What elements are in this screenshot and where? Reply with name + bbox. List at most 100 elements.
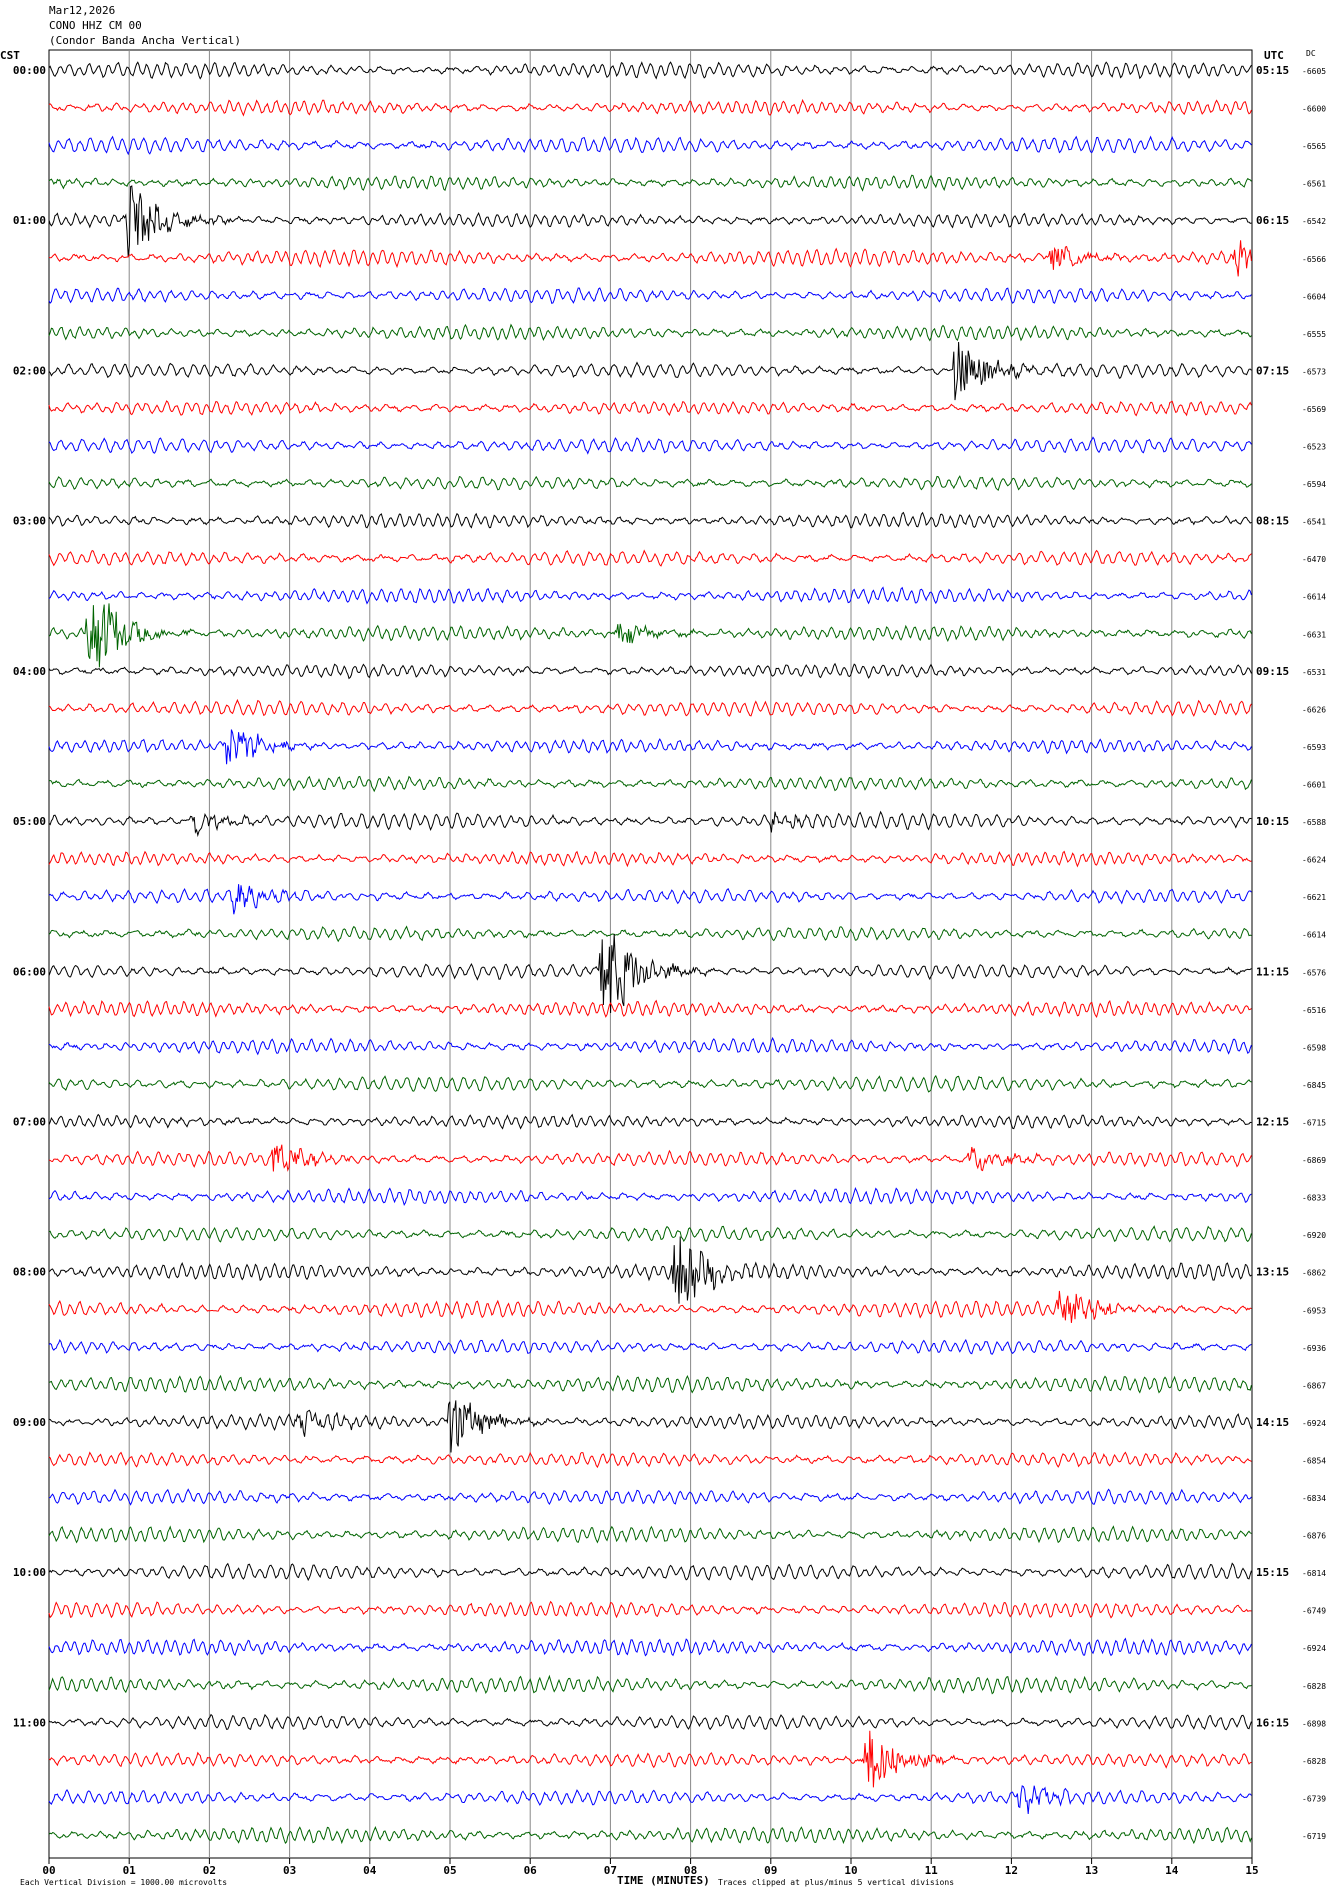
seismic-trace xyxy=(48,884,1252,915)
seismic-trace xyxy=(49,1488,1252,1506)
seismic-trace xyxy=(48,1036,1252,1056)
right-hour-label: 06:15 xyxy=(1256,214,1289,227)
x-tick-label: 00 xyxy=(42,1864,55,1877)
seismic-trace xyxy=(48,174,1252,192)
dc-offset-label: -6516 xyxy=(1302,1006,1326,1015)
seismic-trace xyxy=(48,1637,1252,1657)
left-hour-label: 09:00 xyxy=(13,1416,46,1429)
seismic-trace xyxy=(48,1290,1252,1323)
left-hour-label: 06:00 xyxy=(13,965,46,978)
dc-offset-label: -6920 xyxy=(1302,1231,1326,1240)
x-axis-title: TIME (MINUTES) xyxy=(617,1874,710,1887)
dc-offset-label: -6854 xyxy=(1302,1456,1326,1465)
dc-offset-label: -6614 xyxy=(1302,593,1326,602)
seismic-trace xyxy=(48,287,1252,304)
seismic-trace xyxy=(48,775,1252,793)
dc-offset-label: -6719 xyxy=(1302,1832,1326,1841)
dc-offset-label: -6598 xyxy=(1302,1043,1326,1052)
seismic-trace xyxy=(48,1562,1252,1582)
left-hour-label: 08:00 xyxy=(13,1266,46,1279)
right-timezone-label: UTC xyxy=(1264,49,1284,62)
footer-clip-note: Traces clipped at plus/minus 5 vertical … xyxy=(718,1878,955,1887)
right-hour-label: 13:15 xyxy=(1256,1266,1289,1279)
seismic-trace xyxy=(48,323,1252,342)
dc-offset-label: -6867 xyxy=(1302,1381,1326,1390)
dc-offset-label: -6924 xyxy=(1302,1644,1326,1653)
right-hour-label: 09:15 xyxy=(1256,665,1289,678)
dc-offset-label: -6566 xyxy=(1302,255,1326,264)
seismic-trace xyxy=(48,1600,1252,1619)
seismic-trace xyxy=(48,1713,1252,1731)
dc-offset-label: -6470 xyxy=(1302,555,1326,564)
seismic-trace xyxy=(48,1785,1252,1814)
left-hour-label: 11:00 xyxy=(13,1716,46,1729)
x-tick-label: 05 xyxy=(443,1864,456,1877)
dc-offset-label: -6576 xyxy=(1302,968,1326,977)
seismic-trace xyxy=(48,341,1252,401)
dc-offset-label: -6833 xyxy=(1302,1194,1326,1203)
seismic-trace xyxy=(48,1826,1252,1845)
seismic-trace xyxy=(48,475,1252,492)
right-hour-label: 15:15 xyxy=(1256,1566,1289,1579)
x-tick-label: 11 xyxy=(925,1864,939,1877)
seismic-trace xyxy=(48,810,1252,838)
x-tick-label: 03 xyxy=(283,1864,296,1877)
dc-offset-label: -6936 xyxy=(1302,1344,1326,1353)
dc-offset-label: -6953 xyxy=(1302,1306,1326,1315)
seismic-trace xyxy=(48,1074,1252,1093)
right-hour-label: 12:15 xyxy=(1256,1115,1289,1128)
seismic-trace xyxy=(48,511,1252,529)
footer-scale-note: Each Vertical Division = 1000.00 microvo… xyxy=(20,1878,228,1887)
left-hour-label: 04:00 xyxy=(13,665,46,678)
left-hour-label: 03:00 xyxy=(13,515,46,528)
dc-offset-label: -6541 xyxy=(1302,518,1326,527)
seismic-trace xyxy=(48,925,1252,943)
dc-header-label: DC xyxy=(1306,49,1316,58)
dc-offset-label: -6614 xyxy=(1302,931,1326,940)
dc-offset-label: -6898 xyxy=(1302,1719,1326,1728)
seismic-trace xyxy=(48,240,1252,277)
right-hour-label: 07:15 xyxy=(1256,364,1289,377)
x-tick-label: 14 xyxy=(1165,1864,1179,1877)
x-tick-label: 13 xyxy=(1085,1864,1098,1877)
right-hour-label: 11:15 xyxy=(1256,965,1289,978)
dc-offset-label: -6588 xyxy=(1302,818,1326,827)
x-tick-label: 09 xyxy=(764,1864,777,1877)
x-tick-label: 15 xyxy=(1245,1864,1258,1877)
dc-offset-label: -6631 xyxy=(1302,630,1326,639)
dc-offset-label: -6814 xyxy=(1302,1569,1326,1578)
dc-offset-label: -6555 xyxy=(1302,330,1326,339)
dc-offset-label: -6594 xyxy=(1302,480,1326,489)
dc-offset-label: -6523 xyxy=(1302,443,1326,452)
seismic-trace xyxy=(48,135,1252,156)
right-hour-label: 16:15 xyxy=(1256,1716,1289,1729)
seismic-trace xyxy=(48,999,1252,1019)
x-tick-label: 07 xyxy=(604,1864,617,1877)
seismic-trace xyxy=(48,729,1252,765)
seismic-trace xyxy=(48,1144,1252,1172)
dc-offset-label: -6828 xyxy=(1302,1757,1326,1766)
seismic-trace xyxy=(48,1674,1252,1695)
dc-offset-label: -6749 xyxy=(1302,1607,1326,1616)
seismic-trace xyxy=(48,185,1252,257)
seismic-trace xyxy=(48,1186,1252,1207)
dc-offset-label: -6876 xyxy=(1302,1532,1326,1541)
dc-offset-label: -6593 xyxy=(1302,743,1326,752)
seismic-trace xyxy=(48,400,1252,417)
header-station-name: (Condor Banda Ancha Vertical) xyxy=(49,34,242,47)
left-timezone-label: CST xyxy=(0,49,20,62)
seismic-trace xyxy=(48,933,1252,1014)
seismic-trace xyxy=(48,1374,1252,1394)
seismic-trace xyxy=(48,1113,1252,1130)
plot-frame xyxy=(48,49,1253,1859)
dc-offset-label: -6828 xyxy=(1302,1682,1326,1691)
x-tick-label: 04 xyxy=(363,1864,377,1877)
dc-offset-label: -6542 xyxy=(1302,217,1326,226)
seismic-trace xyxy=(48,662,1252,680)
dc-offset-label: -6565 xyxy=(1302,142,1326,151)
seismic-trace xyxy=(48,1225,1252,1243)
seismic-trace xyxy=(48,603,1252,668)
dc-offset-label: -6561 xyxy=(1302,180,1326,189)
left-hour-label: 05:00 xyxy=(13,815,46,828)
seismic-trace xyxy=(48,549,1252,567)
